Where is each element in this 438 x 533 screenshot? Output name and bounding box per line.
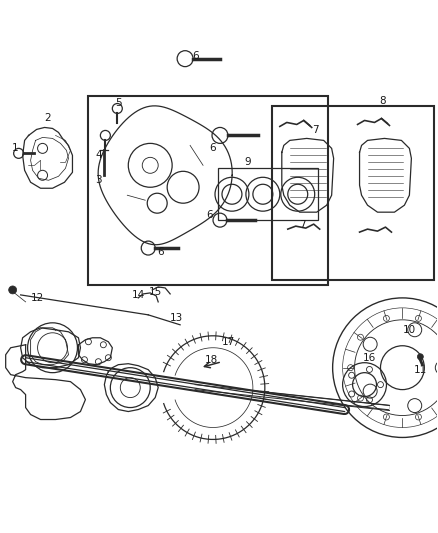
Text: 6: 6: [157, 247, 163, 257]
Text: 15: 15: [148, 287, 162, 297]
Text: 18: 18: [205, 354, 218, 365]
Text: 17: 17: [221, 337, 235, 347]
Text: 9: 9: [244, 157, 251, 167]
Bar: [272, 106, 434, 280]
Circle shape: [417, 354, 424, 360]
Text: 13: 13: [170, 313, 183, 323]
Polygon shape: [1, 270, 437, 533]
Text: 3: 3: [95, 175, 102, 185]
Text: 16: 16: [363, 353, 376, 363]
Circle shape: [9, 286, 17, 294]
Text: 4: 4: [95, 150, 102, 160]
Text: 12: 12: [31, 293, 44, 303]
Text: 6: 6: [207, 210, 213, 220]
Text: 14: 14: [132, 290, 145, 300]
Text: 7: 7: [312, 125, 319, 135]
Text: 1: 1: [11, 143, 18, 154]
Text: 10: 10: [403, 325, 416, 335]
Text: 6: 6: [210, 143, 216, 154]
Text: 2: 2: [44, 114, 51, 124]
Text: 6: 6: [192, 51, 198, 61]
Bar: [218, 168, 318, 220]
Bar: [88, 95, 328, 285]
Text: 7: 7: [300, 220, 306, 230]
Text: 11: 11: [414, 365, 427, 375]
Text: 5: 5: [115, 98, 122, 108]
Text: 8: 8: [379, 95, 386, 106]
